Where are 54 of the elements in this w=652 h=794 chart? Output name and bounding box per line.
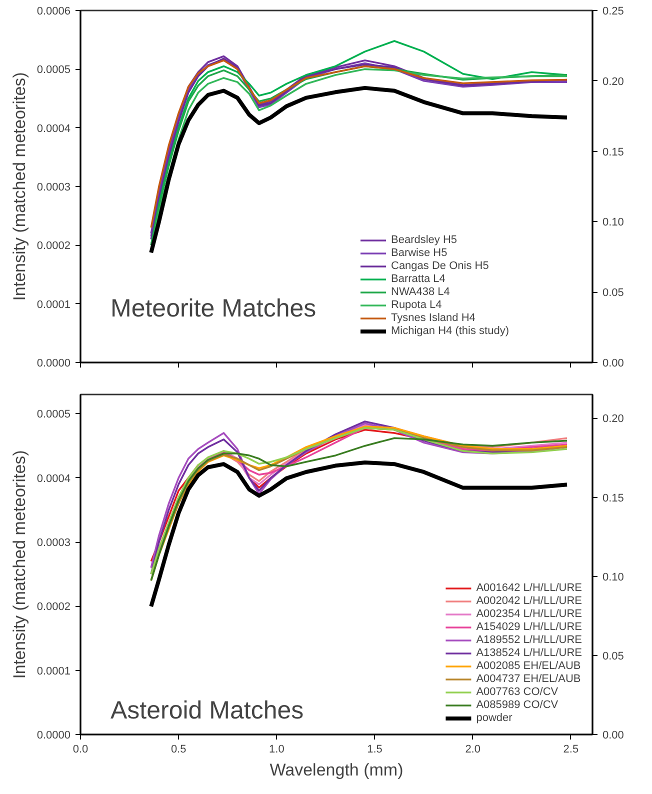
legend-label: A007763 CO/CV bbox=[476, 686, 558, 698]
y2-tick-label: 0.10 bbox=[602, 216, 624, 229]
y-tick-label: 0.0006 bbox=[36, 6, 71, 18]
y-axis-title: Intensity (matched meteorites) bbox=[10, 72, 29, 301]
y-tick-label: 0.0000 bbox=[36, 358, 71, 370]
y2-tick-label: 0.15 bbox=[602, 492, 624, 504]
x-axis-title: Wavelength (mm) bbox=[270, 760, 404, 780]
y2-tick-label: 0.20 bbox=[602, 76, 624, 88]
y-tick-label: 0.0003 bbox=[36, 182, 71, 194]
y-tick-label: 0.0001 bbox=[36, 298, 71, 311]
annotation: Meteorite Matches bbox=[110, 294, 316, 322]
legend-label: A001642 L/H/LL/URE bbox=[476, 582, 582, 594]
x-tick-label: 0.5 bbox=[170, 744, 186, 756]
annotation: Asteroid Matches bbox=[110, 696, 304, 724]
y-tick-label: 0.0005 bbox=[36, 408, 71, 421]
x-tick-label: 1.5 bbox=[367, 744, 382, 756]
y2-tick-label: 0.15 bbox=[602, 146, 624, 158]
legend-label: Barwise H5 bbox=[391, 247, 448, 259]
legend-label: A004737 EH/EL/AUB bbox=[476, 673, 581, 685]
y-tick-label: 0.0002 bbox=[36, 240, 71, 252]
y-tick-label: 0.0001 bbox=[36, 665, 71, 678]
legend-label: Michigan H4 (this study) bbox=[391, 325, 509, 337]
y2-tick-label: 0.00 bbox=[602, 730, 624, 742]
legend-label: A002042 L/H/LL/URE bbox=[476, 595, 582, 607]
x-tick-label: 2.0 bbox=[465, 744, 480, 756]
y-tick-label: 0.0004 bbox=[36, 472, 71, 485]
legend-label: NWA438 L4 bbox=[391, 286, 450, 298]
legend-label: Tysnes Island H4 bbox=[391, 312, 476, 324]
y2-tick-label: 0.10 bbox=[602, 571, 624, 584]
y2-tick-label: 0.05 bbox=[602, 287, 624, 300]
legend-label: powder bbox=[476, 712, 512, 724]
y-tick-label: 0.0003 bbox=[36, 537, 71, 550]
y2-tick-label: 0.20 bbox=[602, 413, 624, 426]
y2-tick-label: 0.25 bbox=[602, 6, 624, 18]
y2-tick-label: 0.00 bbox=[602, 358, 624, 370]
x-tick-label: 1.0 bbox=[269, 744, 284, 756]
y-tick-label: 0.0005 bbox=[36, 64, 71, 76]
legend-label: Rupota L4 bbox=[391, 299, 442, 311]
legend-label: A138524 L/H/LL/URE bbox=[476, 647, 582, 659]
x-tick-label: 0.0 bbox=[72, 744, 88, 756]
legend-label: A154029 L/H/LL/URE bbox=[476, 621, 582, 633]
legend-label: Barratta L4 bbox=[391, 273, 446, 285]
legend-label: A002354 L/H/LL/URE bbox=[476, 608, 582, 620]
y2-tick-label: 0.05 bbox=[602, 650, 624, 662]
legend-label: Beardsley H5 bbox=[391, 234, 458, 246]
x-tick-label: 2.5 bbox=[563, 744, 579, 756]
y-tick-label: 0.0000 bbox=[36, 730, 71, 742]
legend-label: A189552 L/H/LL/URE bbox=[476, 634, 582, 646]
y-axis-title: Intensity (matched meteorites) bbox=[10, 450, 29, 679]
y-tick-label: 0.0004 bbox=[36, 122, 71, 135]
legend-label: A002085 EH/EL/AUB bbox=[476, 660, 581, 672]
legend-label: A085989 CO/CV bbox=[476, 699, 558, 711]
legend-label: Cangas De Onis H5 bbox=[391, 260, 489, 272]
y-tick-label: 0.0002 bbox=[36, 601, 71, 614]
